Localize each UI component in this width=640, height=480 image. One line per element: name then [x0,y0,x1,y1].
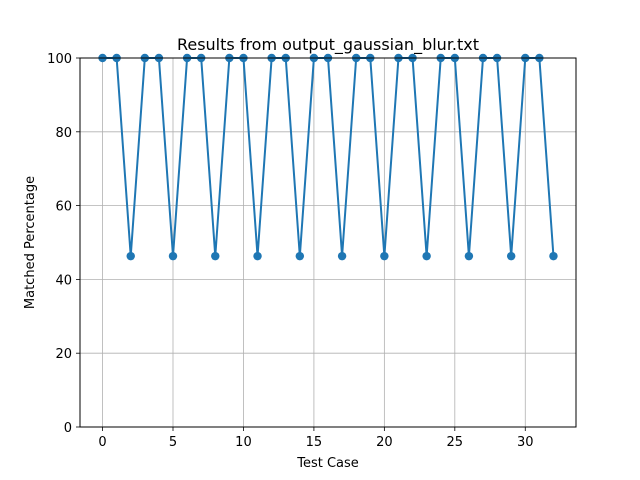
x-tick-label: 0 [98,435,106,450]
x-tick-label: 10 [235,435,252,450]
x-tick-label: 15 [306,435,323,450]
x-tick-label: 5 [169,435,177,450]
data-point [337,251,347,261]
plot-frame [79,57,577,428]
data-point [168,251,178,261]
data-point [506,251,516,261]
data-point [211,251,220,261]
data-point [253,251,262,261]
data-point [422,251,431,261]
ticks: 0 5 10 15 20 25 30 0 20 40 60 80 100 [47,52,533,450]
data-point [126,251,135,261]
data-point [380,251,389,261]
x-tick-label: 20 [376,435,393,450]
chart-title: Results from output_gaussian_blur.txt [177,35,479,55]
y-tick-label: 0 [64,421,72,436]
y-axis-label: Matched Percentage [23,176,38,309]
data-point [549,251,558,261]
x-tick-label: 30 [517,435,534,450]
y-tick-label: 100 [47,52,72,67]
data-point [295,251,305,261]
y-tick-label: 40 [55,273,72,288]
x-axis-label: Test Case [296,456,359,471]
y-tick-label: 80 [55,126,72,141]
y-tick-label: 20 [55,347,72,362]
y-tick-label: 60 [55,200,72,215]
x-tick-label: 25 [447,435,464,450]
data-point [464,251,474,261]
